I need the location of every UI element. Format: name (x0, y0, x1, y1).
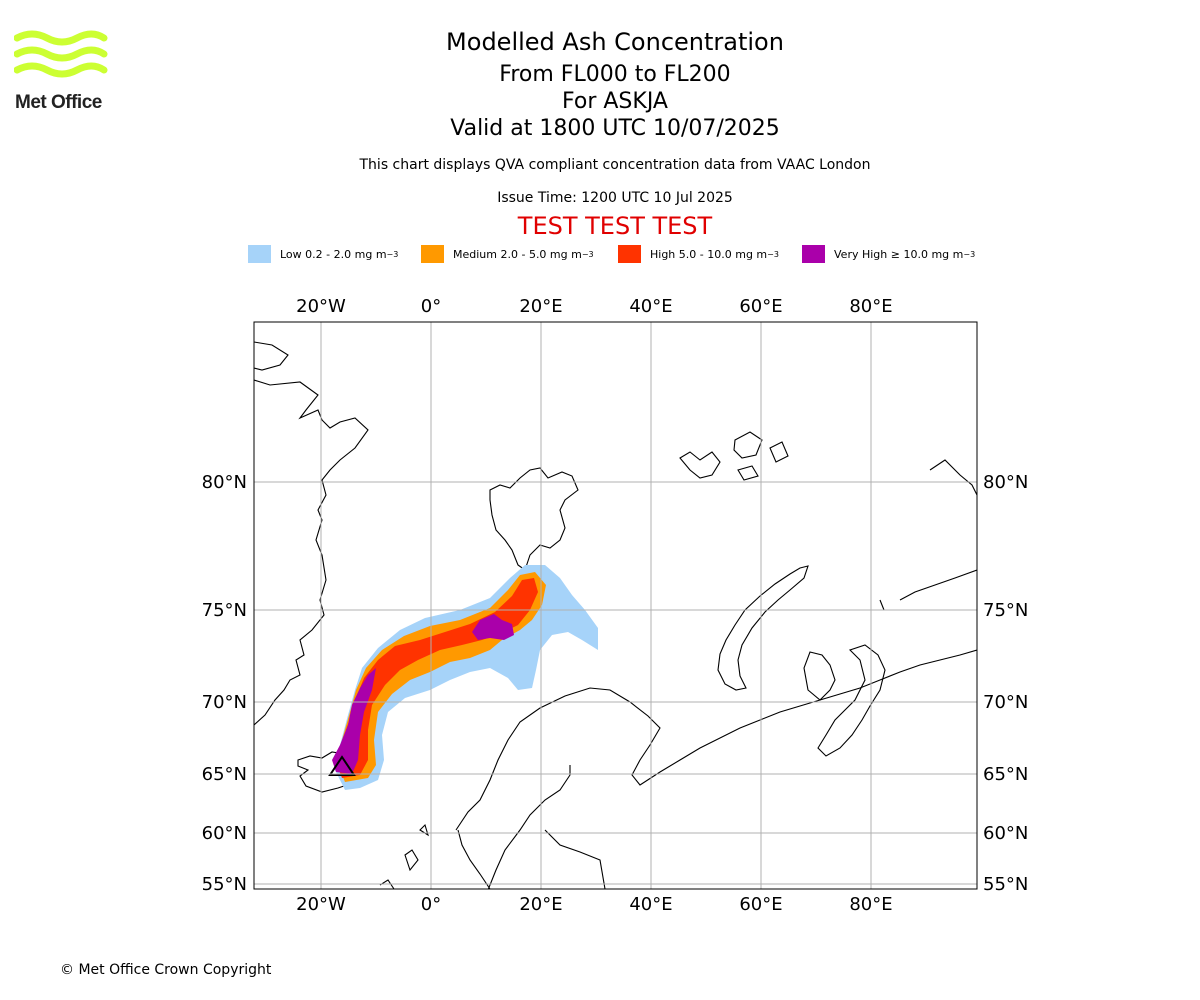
lon-label-top: 20°W (296, 296, 346, 317)
lat-labels-right: 80°N 75°N 70°N 65°N 60°N 55°N (983, 472, 1028, 895)
lat-label-left: 75°N (202, 600, 247, 621)
lat-label-right: 65°N (983, 764, 1028, 785)
legend-label-very-high-name: Very High (834, 247, 888, 261)
lat-label-left: 55°N (202, 874, 247, 895)
lon-label-top: 60°E (739, 296, 782, 317)
issue-time: Issue Time: 1200 UTC 10 Jul 2025 (497, 190, 733, 206)
lat-label-right: 70°N (983, 692, 1028, 713)
lon-label-top: 80°E (849, 296, 892, 317)
legend-unit-sup: −3 (963, 249, 976, 259)
legend-swatch-very-high (802, 245, 825, 263)
legend-unit-sup: −3 (386, 249, 399, 259)
legend-item-high: High 5.0 - 10.0 mg m −3 (618, 244, 779, 264)
lon-labels-top: 20°W 0° 20°E 40°E 60°E 80°E (296, 296, 892, 317)
chart-title: Modelled Ash Concentration (446, 28, 784, 56)
lat-labels-left: 80°N 75°N 70°N 65°N 60°N 55°N (202, 472, 247, 895)
lon-labels-bottom: 20°W 0° 20°E 40°E 60°E 80°E (296, 894, 892, 915)
legend-item-very-high: Very High ≥ 10.0 mg m −3 (802, 244, 975, 264)
legend-label-low-name: Low (280, 247, 302, 261)
lon-label-bottom: 80°E (849, 894, 892, 915)
lat-label-left: 65°N (202, 764, 247, 785)
ash-low-area (335, 565, 598, 790)
lat-label-right: 80°N (983, 472, 1028, 493)
map-frame (253, 321, 978, 890)
legend-label-medium-name: Medium (453, 247, 497, 261)
volcano-triangle-icon (328, 755, 356, 776)
compliance-note: This chart displays QVA compliant concen… (359, 157, 871, 173)
volcano-name: For ASKJA (562, 89, 668, 114)
coastlines (254, 341, 977, 889)
yamal-coast (803, 644, 886, 757)
svalbard-coast (489, 467, 579, 571)
graticule (254, 322, 977, 889)
met-office-wave-icon (13, 30, 108, 78)
lat-label-left: 70°N (202, 692, 247, 713)
legend-swatch-medium (421, 245, 444, 263)
flight-level-range: From FL000 to FL200 (499, 62, 731, 87)
legend-unit-sup: −3 (767, 249, 779, 259)
lon-label-top: 40°E (629, 296, 672, 317)
legend-unit-sup: −3 (581, 249, 594, 259)
legend-label-low-range: 0.2 - 2.0 mg m (305, 247, 387, 261)
lon-label-bottom: 20°E (519, 894, 562, 915)
legend-swatch-high (618, 245, 641, 263)
legend-swatch-low (248, 245, 271, 263)
norway-south (457, 829, 491, 889)
legend-item-low: Low 0.2 - 2.0 mg m −3 (248, 244, 398, 264)
legend-label-medium-range: 2.0 - 5.0 mg m (500, 247, 582, 261)
lat-label-right: 75°N (983, 600, 1028, 621)
british-isles (379, 823, 429, 889)
lat-label-right: 60°N (983, 823, 1028, 844)
lon-label-bottom: 20°W (296, 894, 346, 915)
legend-label-very-high-range: ≥ 10.0 mg m (890, 247, 964, 261)
logo-text: Met Office (15, 92, 102, 113)
lon-label-top: 20°E (519, 296, 562, 317)
lon-label-top: 0° (421, 296, 441, 317)
novaya-zemlya (717, 565, 809, 691)
lat-label-left: 80°N (202, 472, 247, 493)
lon-label-bottom: 40°E (629, 894, 672, 915)
lon-label-bottom: 0° (421, 894, 441, 915)
valid-time: Valid at 1800 UTC 10/07/2025 (450, 116, 780, 141)
lat-label-left: 60°N (202, 823, 247, 844)
severnaya-coast (879, 459, 977, 611)
legend-label-high-range: 5.0 - 10.0 mg m (678, 247, 768, 261)
ash-veryhigh-area (332, 614, 514, 774)
copyright-text: © Met Office Crown Copyright (60, 962, 272, 978)
ash-plume (332, 565, 598, 790)
lat-label-right: 55°N (983, 874, 1028, 895)
lon-label-bottom: 60°E (739, 894, 782, 915)
greenland-coast (254, 341, 369, 726)
baltic-coast (487, 765, 606, 889)
legend-label-high-name: High (650, 247, 676, 261)
test-banner: TEST TEST TEST (517, 212, 713, 240)
scandinavia-coast (455, 649, 977, 831)
met-office-logo: Met Office (13, 30, 109, 114)
franz-josef-land (679, 431, 789, 481)
legend-item-medium: Medium 2.0 - 5.0 mg m −3 (421, 244, 594, 264)
